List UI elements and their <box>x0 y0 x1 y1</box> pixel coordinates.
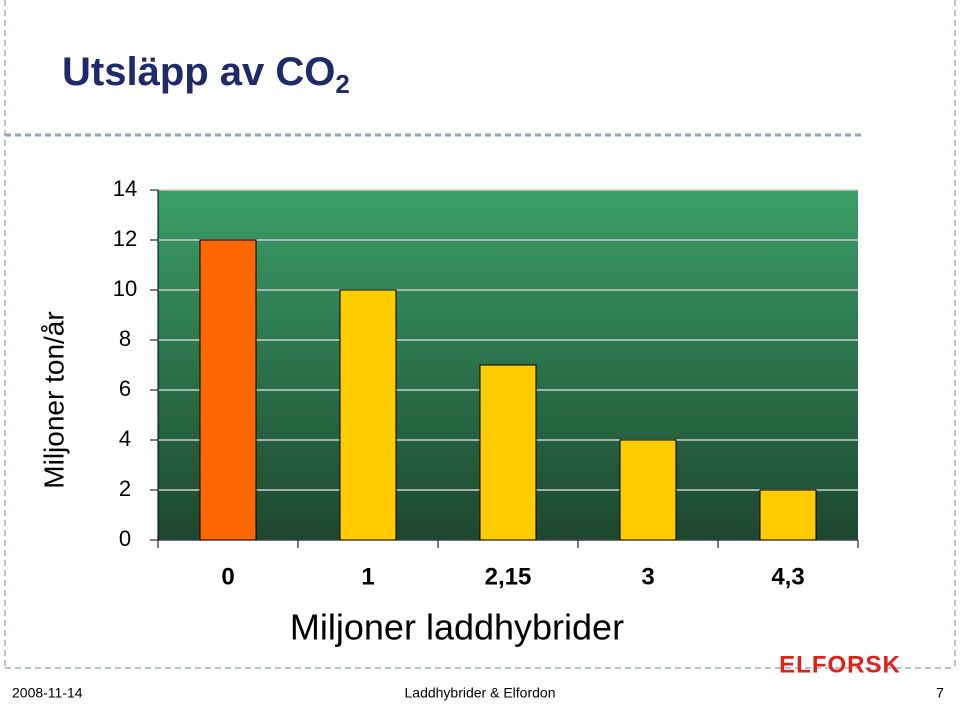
x-tick-label: 2,15 <box>485 563 532 590</box>
y-tick-label: 6 <box>119 376 131 401</box>
footer-page: 7 <box>936 685 944 701</box>
x-tick-label: 0 <box>221 563 234 590</box>
y-tick-label: 10 <box>113 276 137 301</box>
footer-center: Laddhybrider & Elfordon <box>405 685 556 701</box>
x-tick-label: 4,3 <box>771 563 804 590</box>
footer-date: 2008-11-14 <box>12 685 83 701</box>
x-axis-label: Miljoner laddhybrider <box>290 607 624 648</box>
title-subscript: 2 <box>335 69 349 99</box>
bar <box>339 289 397 541</box>
slide-title: Utsläpp av CO2 <box>62 50 350 99</box>
logo: ELFORSK <box>779 651 901 678</box>
bar <box>199 239 257 541</box>
y-axis-label: Miljoner ton/år <box>38 311 69 488</box>
y-tick-label: 8 <box>119 326 131 351</box>
x-tick-label: 1 <box>361 563 374 590</box>
bar <box>619 439 677 541</box>
y-tick-label: 0 <box>119 526 131 551</box>
x-tick-label: 3 <box>641 563 654 590</box>
bar <box>759 489 817 541</box>
title-main: Utsläpp av CO <box>62 50 335 94</box>
y-tick-label: 2 <box>119 476 131 501</box>
y-tick-label: 4 <box>119 426 131 451</box>
y-tick-label: 12 <box>113 226 137 251</box>
y-tick-label: 14 <box>113 176 137 201</box>
slide-frame <box>4 0 956 669</box>
bar <box>479 364 537 541</box>
